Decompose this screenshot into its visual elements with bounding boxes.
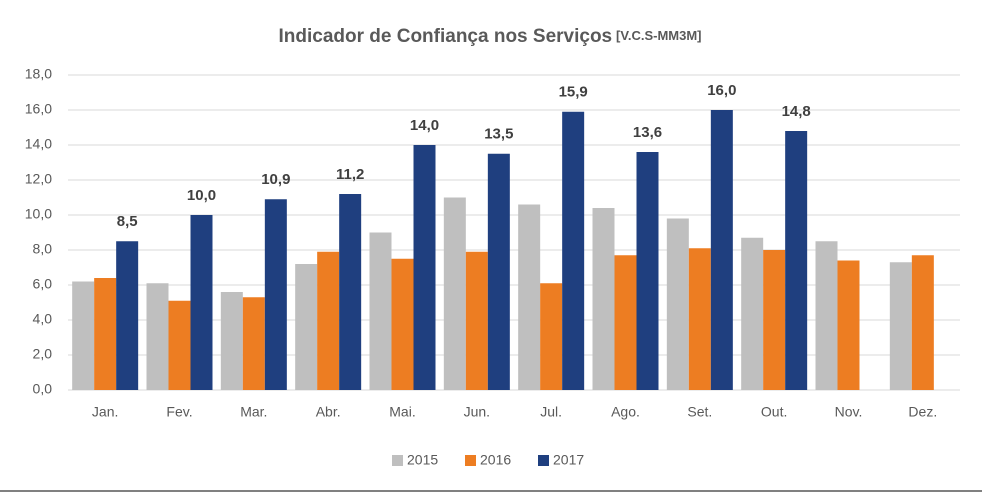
bar xyxy=(317,251,340,390)
y-tick-label: 6,0 xyxy=(33,276,53,292)
bar xyxy=(785,131,808,390)
bar xyxy=(614,255,637,390)
data-label: 16,0 xyxy=(707,82,736,99)
bar xyxy=(487,153,510,390)
legend-label: 2017 xyxy=(553,452,584,468)
y-tick-label: 12,0 xyxy=(25,171,52,187)
bar xyxy=(295,264,318,390)
x-tick-label: Out. xyxy=(761,404,787,420)
y-tick-label: 4,0 xyxy=(33,311,53,327)
data-label: 14,0 xyxy=(410,117,439,134)
bar xyxy=(741,237,764,390)
data-label: 8,5 xyxy=(117,213,138,230)
legend-label: 2016 xyxy=(480,452,511,468)
chart-title-line: Indicador de Confiança nos Serviços [V.C… xyxy=(278,26,701,47)
data-label: 11,2 xyxy=(336,166,364,183)
bar xyxy=(518,204,541,390)
bar xyxy=(391,258,414,390)
x-tick-label: Dez. xyxy=(908,404,937,420)
x-tick-label: Fev. xyxy=(166,404,192,420)
x-tick-label: Mar. xyxy=(240,404,267,420)
data-label: 15,9 xyxy=(559,84,588,101)
chart-title: Indicador de Confiança nos Serviços xyxy=(278,26,612,47)
x-tick-label: Abr. xyxy=(316,404,341,420)
data-label: 10,9 xyxy=(261,171,290,188)
bar xyxy=(242,297,265,390)
x-tick-label: Mai. xyxy=(389,404,415,420)
data-label: 13,5 xyxy=(484,126,513,143)
y-tick-label: 16,0 xyxy=(25,101,52,117)
bar xyxy=(339,194,362,390)
bar xyxy=(688,248,711,390)
y-tick-label: 10,0 xyxy=(25,206,52,222)
x-tick-label: Jul. xyxy=(540,404,562,420)
bar xyxy=(540,283,563,390)
bar xyxy=(666,218,689,390)
bar xyxy=(264,199,287,390)
bar xyxy=(72,281,95,390)
bar xyxy=(146,283,169,390)
bar xyxy=(636,152,659,390)
bar xyxy=(94,278,117,390)
x-tick-label: Nov. xyxy=(835,404,863,420)
y-tick-label: 0,0 xyxy=(33,381,53,397)
y-tick-label: 2,0 xyxy=(33,346,53,362)
bar xyxy=(763,250,786,390)
bar xyxy=(220,292,243,390)
bar xyxy=(592,208,615,390)
legend-swatch xyxy=(538,455,549,466)
data-label: 13,6 xyxy=(633,124,662,141)
bar xyxy=(837,260,860,390)
x-tick-label: Jan. xyxy=(92,404,118,420)
bar xyxy=(710,110,733,390)
x-tick-label: Jun. xyxy=(464,404,490,420)
x-tick-label: Ago. xyxy=(611,404,640,420)
bar xyxy=(413,145,436,390)
y-tick-label: 14,0 xyxy=(25,136,52,152)
data-label: 10,0 xyxy=(187,187,216,204)
bar xyxy=(562,111,585,390)
y-tick-label: 18,0 xyxy=(25,66,52,82)
chart-subtitle: [V.C.S-MM3M] xyxy=(616,28,701,43)
bar xyxy=(443,197,466,390)
bar xyxy=(465,251,488,390)
legend-swatch xyxy=(392,455,403,466)
legend-swatch xyxy=(465,455,476,466)
legend-label: 2015 xyxy=(407,452,438,468)
x-tick-label: Set. xyxy=(687,404,712,420)
bar xyxy=(815,241,838,390)
bar xyxy=(889,262,912,390)
y-tick-label: 8,0 xyxy=(33,241,53,257)
bar xyxy=(911,255,934,390)
bar xyxy=(168,300,191,390)
data-label: 14,8 xyxy=(782,103,811,120)
bar xyxy=(190,215,213,390)
bar xyxy=(116,241,139,390)
bar xyxy=(369,232,392,390)
